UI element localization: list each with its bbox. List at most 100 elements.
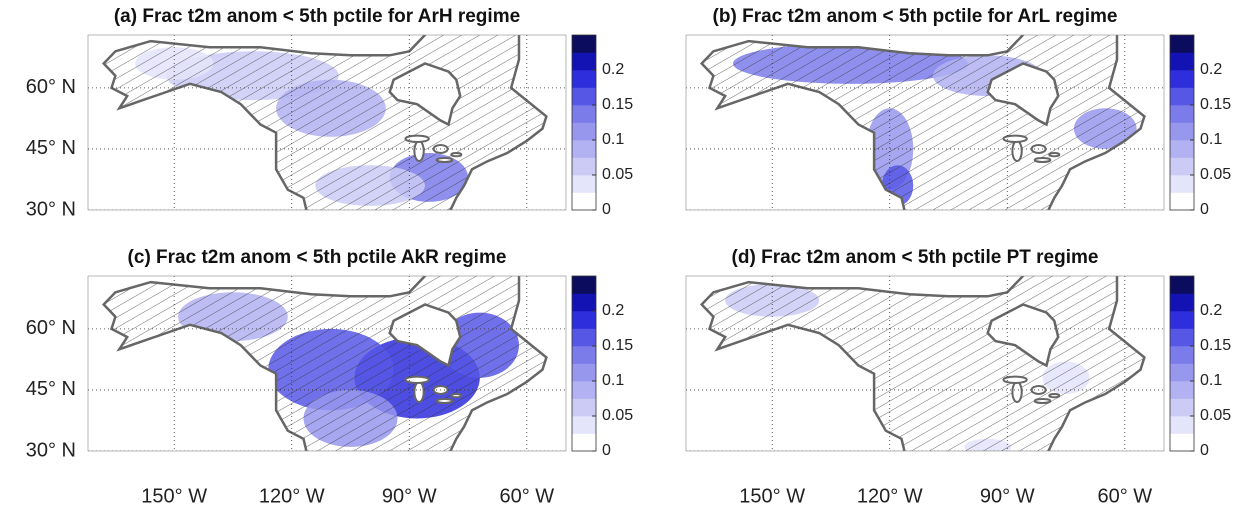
colorbar-band [572, 416, 596, 434]
colorbar-tick-label: 0 [602, 442, 611, 459]
lake [413, 139, 425, 162]
colorbar-band [572, 381, 596, 399]
lat-tick-label: 30° N [26, 198, 76, 220]
lon-tick-label: 150° W [739, 485, 805, 507]
colorbar-tick-label: 0.05 [602, 166, 633, 183]
colorbar-band [1170, 416, 1194, 434]
map-body [88, 276, 566, 451]
colorbar-band [572, 311, 596, 329]
colorbar-tick-label: 0.1 [1200, 131, 1222, 148]
colorbar-band [572, 157, 596, 176]
colorbar-band [1170, 157, 1194, 176]
colorbar-tick-label: 0 [1200, 201, 1209, 218]
lon-tick-label: 120° W [259, 485, 325, 507]
coastline [101, 35, 548, 210]
colorbar-band [572, 175, 596, 193]
colorbar-tick-label: 0.1 [602, 372, 624, 389]
colorbar-frame [1169, 275, 1195, 452]
colorbar-band [572, 363, 596, 382]
colorbar-band [1170, 105, 1194, 123]
colorbar-band [572, 346, 596, 364]
lake [435, 397, 454, 404]
lon-tick-label: 150° W [141, 485, 207, 507]
colorbar-band [572, 276, 596, 294]
colorbar-band [1170, 87, 1194, 106]
map-body [686, 35, 1164, 210]
colorbar-tick-label: 0 [602, 201, 611, 218]
map-panel: (d) Frac t2m anom < 5th pctile PT regime… [685, 247, 1231, 507]
colorbar-band [1170, 140, 1194, 158]
colorbar-band [572, 87, 596, 106]
colorbar-frame [571, 34, 597, 211]
colorbar-band [1170, 398, 1194, 417]
lon-tick-label: 120° W [857, 485, 923, 507]
colorbar-band [572, 398, 596, 417]
colorbar-band [1170, 175, 1194, 193]
colorbar-band [1170, 328, 1194, 347]
colorbar-band [572, 433, 596, 452]
colorbar-band [1170, 122, 1194, 141]
colorbar-band [572, 105, 596, 123]
lat-tick-label: 45° N [26, 378, 76, 400]
frame [685, 275, 1165, 452]
colorbar-frame [571, 275, 597, 452]
colorbar-band [572, 140, 596, 158]
coastline [699, 35, 1146, 210]
map-panel: (b) Frac t2m anom < 5th pctile for ArL r… [685, 6, 1231, 218]
colorbar-tick-label: 0.2 [1200, 61, 1222, 78]
lake [1011, 380, 1023, 403]
lon-tick-label: 90° W [980, 485, 1035, 507]
frame [87, 275, 567, 452]
lat-tick-label: 60° N [26, 76, 76, 98]
lat-tick-label: 60° N [26, 317, 76, 339]
map-body [88, 35, 566, 210]
colorbar-band [572, 122, 596, 141]
colorbar-band [572, 192, 596, 211]
lon-tick-label: 60° W [1097, 485, 1152, 507]
colorbar-frame [1169, 34, 1195, 211]
lake [1002, 375, 1028, 384]
colorbar-band [572, 328, 596, 347]
colorbar-tick-label: 0 [1200, 442, 1209, 459]
colorbar-tick-label: 0.15 [1200, 96, 1231, 113]
lake [435, 156, 454, 163]
lon-tick-label: 60° W [499, 485, 554, 507]
panel-title: (a) Frac t2m anom < 5th pctile for ArH r… [114, 6, 520, 27]
map-panel: (a) Frac t2m anom < 5th pctile for ArH r… [26, 6, 633, 220]
colorbar-band [1170, 276, 1194, 294]
colorbar-band [1170, 70, 1194, 88]
lat-tick-label: 45° N [26, 137, 76, 159]
map-panel: (c) Frac t2m anom < 5th pctile AkR regim… [26, 247, 633, 507]
colorbar-band [1170, 346, 1194, 364]
colorbar-band [1170, 35, 1194, 53]
frame [87, 34, 567, 211]
frame [685, 34, 1165, 211]
lake [1002, 134, 1028, 143]
panel-title: (c) Frac t2m anom < 5th pctile AkR regim… [128, 247, 507, 268]
colorbar-band [1170, 433, 1194, 452]
lake [413, 380, 425, 403]
lake [1048, 393, 1061, 399]
colorbar-band [1170, 381, 1194, 399]
coastline [101, 276, 548, 451]
lake [450, 152, 463, 158]
lake [1011, 139, 1023, 162]
lat-tick-label: 30° N [26, 439, 76, 461]
colorbar-tick-label: 0.05 [1200, 407, 1231, 424]
colorbar-tick-label: 0.15 [602, 96, 633, 113]
lake [1033, 397, 1052, 404]
colorbar-tick-label: 0.2 [602, 61, 624, 78]
colorbar-band [572, 70, 596, 88]
colorbar-band [1170, 192, 1194, 211]
colorbar-tick-label: 0.1 [1200, 372, 1222, 389]
colorbar-band [572, 52, 596, 71]
panel-title: (b) Frac t2m anom < 5th pctile for ArL r… [713, 6, 1118, 27]
colorbar-tick-label: 0.15 [1200, 337, 1231, 354]
panel-title: (d) Frac t2m anom < 5th pctile PT regime [732, 247, 1099, 268]
colorbar-band [572, 35, 596, 53]
colorbar-band [1170, 293, 1194, 312]
colorbar-tick-label: 0.05 [602, 407, 633, 424]
lake [450, 393, 463, 399]
colorbar-tick-label: 0.05 [1200, 166, 1231, 183]
